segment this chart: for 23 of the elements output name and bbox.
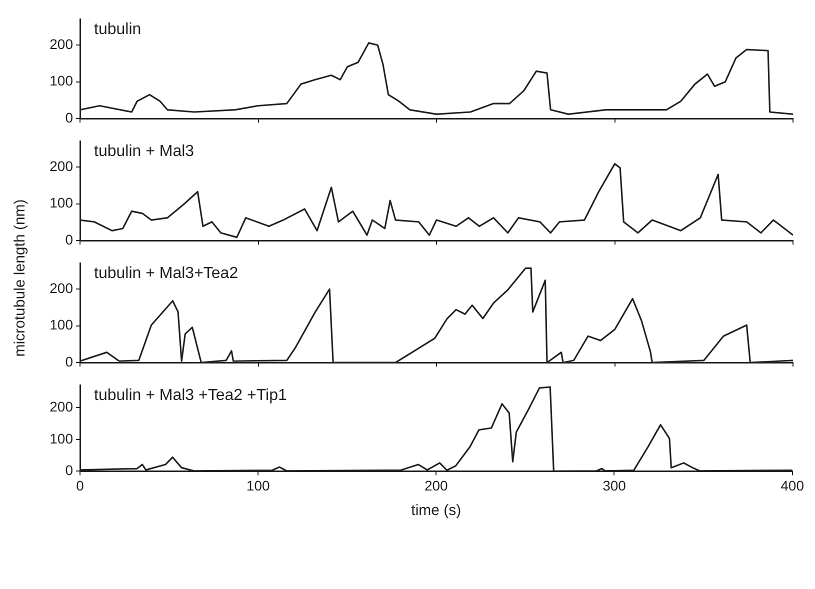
chart-title: tubulin + Mal3+Tea2 xyxy=(94,264,238,282)
chart-title: tubulin xyxy=(94,20,142,38)
y-tick-label: 100 xyxy=(50,430,74,446)
x-tick-label: 300 xyxy=(602,477,626,494)
chart-title: tubulin + Mal3 xyxy=(94,142,194,160)
x-tick-label: 400 xyxy=(780,477,804,494)
y-tick-label: 100 xyxy=(50,316,74,333)
y-tick-label: 200 xyxy=(50,36,74,52)
x-tick-label: 100 xyxy=(246,477,270,494)
y-tick-label: 200 xyxy=(50,158,74,174)
y-tick-label: 0 xyxy=(65,353,74,370)
chart-title: tubulin + Mal3 +Tea2 +Tip1 xyxy=(94,386,287,404)
y-tick-label: 200 xyxy=(50,280,74,296)
y-tick-label: 0 xyxy=(65,462,74,478)
y-tick-label: 200 xyxy=(50,398,74,415)
y-tick-label: 0 xyxy=(65,109,74,126)
y-axis-title: microtubule length (nm) xyxy=(12,199,28,357)
x-tick-label: 200 xyxy=(424,477,448,494)
x-tick-label: 0 xyxy=(76,477,84,494)
y-tick-label: 100 xyxy=(50,194,74,211)
y-tick-label: 100 xyxy=(50,72,74,89)
x-axis-title: time (s) xyxy=(411,502,462,520)
y-tick-label: 0 xyxy=(65,231,74,248)
